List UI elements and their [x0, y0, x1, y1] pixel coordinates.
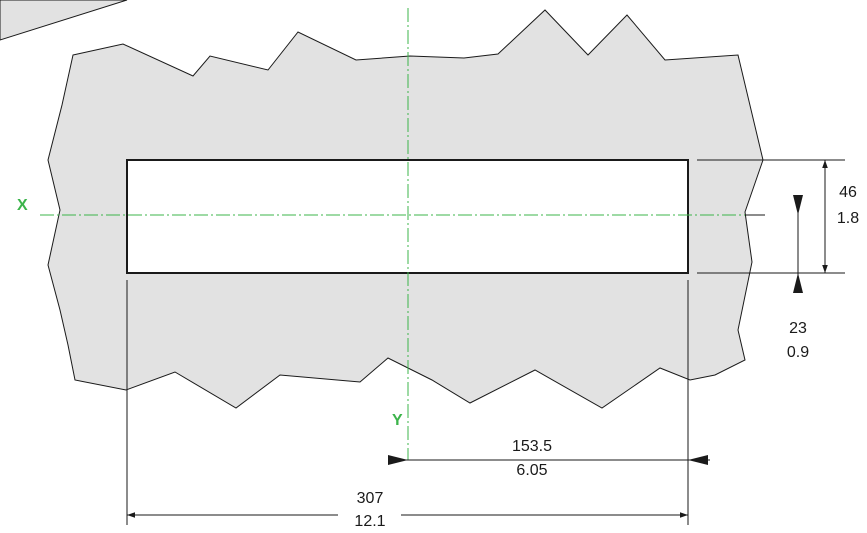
half-width-in-label: 6.05 [516, 462, 547, 479]
half-width-arrow-right [688, 455, 708, 465]
half-height-in-label: 0.9 [787, 344, 809, 361]
width-in-label: 12.1 [354, 513, 385, 530]
y-axis-label: Y [392, 412, 403, 429]
half-height-mm-label: 23 [789, 320, 807, 337]
half-height-arrow-top [793, 195, 803, 215]
height-in-label: 1.8 [837, 210, 859, 227]
half-width-mm-label: 153.5 [512, 438, 552, 455]
x-axis-label: X [17, 197, 28, 214]
half-height-arrow-bottom [793, 273, 803, 293]
height-mm-label: 46 [839, 184, 857, 201]
panel-fragment-corner [0, 0, 128, 41]
half-width-arrow-left [388, 455, 408, 465]
width-mm-label: 307 [357, 490, 384, 507]
